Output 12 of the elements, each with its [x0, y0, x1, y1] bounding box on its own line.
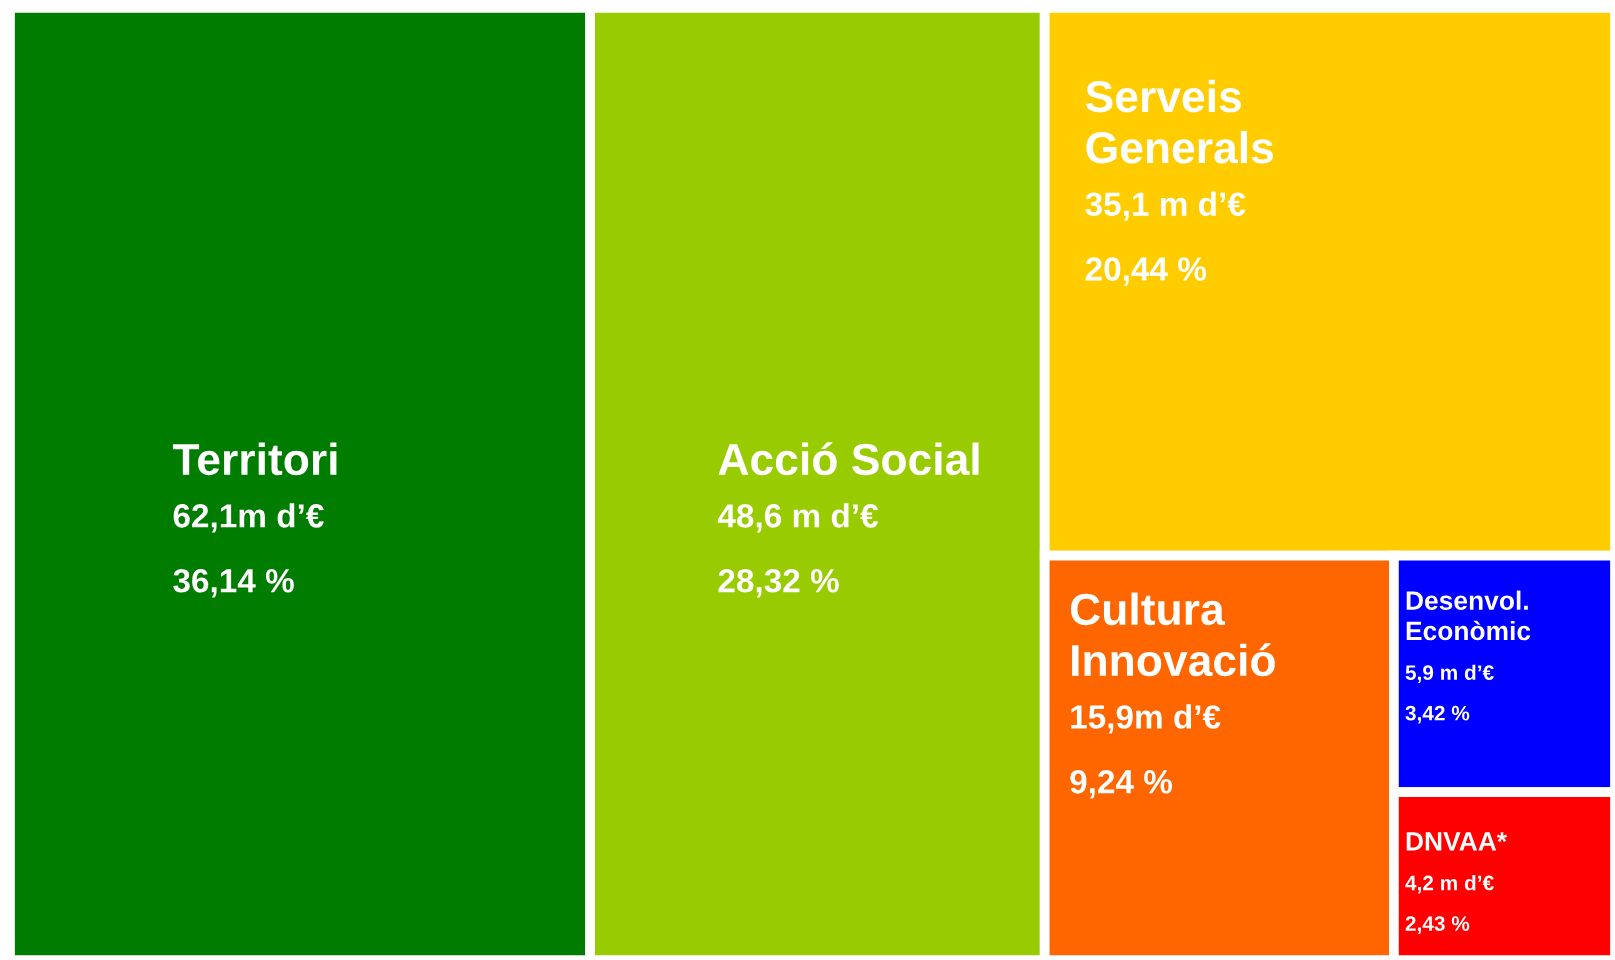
data-label: 35,1 m d’€ 20,44 % — [1085, 191, 1246, 286]
category-label: Desenvol. Econòmic — [1406, 590, 1531, 641]
data-label: 5,9 m d’€ 3,42 % — [1405, 664, 1494, 724]
category-label: Territori — [172, 442, 337, 476]
category-label: Serveis Generals — [1085, 79, 1274, 164]
data-label: 4,2 m d’€ 2,43 % — [1405, 875, 1494, 934]
category-label: Cultura Innovació — [1070, 592, 1275, 677]
data-label: 62,1m d’€ 36,14 % — [173, 503, 324, 598]
data-label: 48,6 m d’€ 28,32 % — [717, 503, 878, 598]
category-label: DNVAA* — [1406, 832, 1508, 851]
category-label: Acció Social — [718, 442, 979, 476]
data-label: 15,9m d’€ 9,24 % — [1070, 704, 1221, 799]
